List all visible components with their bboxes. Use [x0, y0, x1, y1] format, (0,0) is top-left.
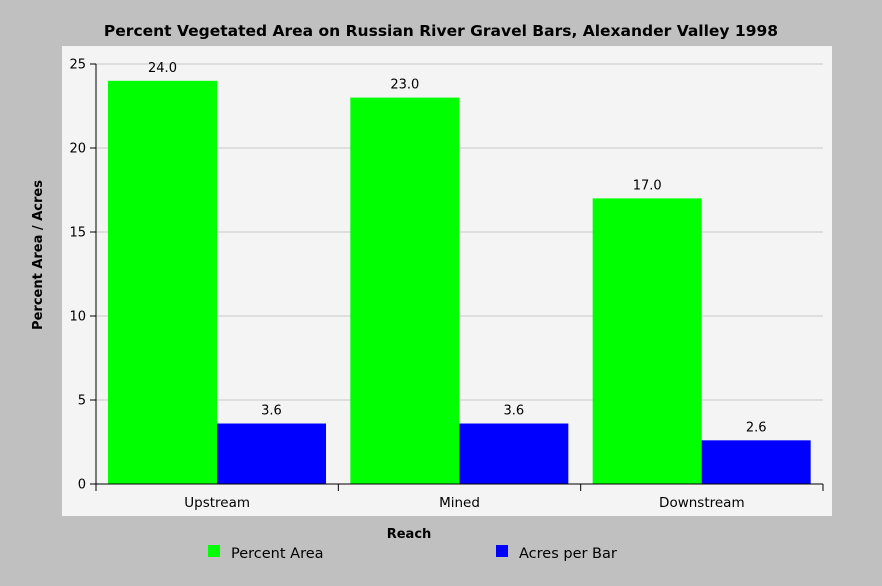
- legend: Percent Area Acres per Bar: [208, 545, 617, 562]
- y-tick-label: 5: [78, 394, 86, 409]
- bar-acres-per-bar: [701, 440, 811, 484]
- chart-title: Percent Vegetated Area on Russian River …: [104, 22, 778, 40]
- grid-layer: [96, 63, 823, 401]
- legend-swatch: [496, 545, 508, 557]
- bar-percent-area: [592, 198, 702, 484]
- y-tick-label: 20: [69, 142, 86, 157]
- data-label: 2.6: [746, 420, 767, 435]
- y-tick-label: 10: [69, 310, 86, 325]
- data-label: 24.0: [148, 61, 177, 76]
- x-tick-label: Downstream: [659, 495, 745, 511]
- x-tick-label: Upstream: [184, 495, 250, 511]
- y-tick-label: 15: [69, 226, 86, 241]
- data-label: 23.0: [390, 78, 419, 93]
- axes-layer: 0 5 10 15 20 25 Upstream Mined Downstream: [69, 58, 824, 511]
- labels-layer: 24.0 3.6 23.0 3.6 17.0 2.6: [148, 61, 766, 436]
- data-label: 3.6: [503, 404, 524, 419]
- y-axis-title: Percent Area / Acres: [31, 180, 46, 330]
- legend-label: Percent Area: [231, 546, 324, 562]
- y-tick-label: 0: [78, 478, 86, 493]
- bar-percent-area: [108, 80, 217, 485]
- x-axis-title: Reach: [387, 527, 432, 542]
- legend-swatch: [208, 545, 220, 557]
- bar-acres-per-bar: [217, 423, 326, 484]
- data-label: 3.6: [261, 404, 282, 419]
- y-tick-label: 25: [69, 58, 86, 73]
- bar-percent-area: [350, 97, 460, 484]
- bar-acres-per-bar: [459, 423, 569, 484]
- legend-label: Acres per Bar: [519, 546, 617, 562]
- x-tick-label: Mined: [439, 495, 480, 511]
- data-label: 17.0: [633, 178, 662, 193]
- bars-layer: [108, 80, 811, 485]
